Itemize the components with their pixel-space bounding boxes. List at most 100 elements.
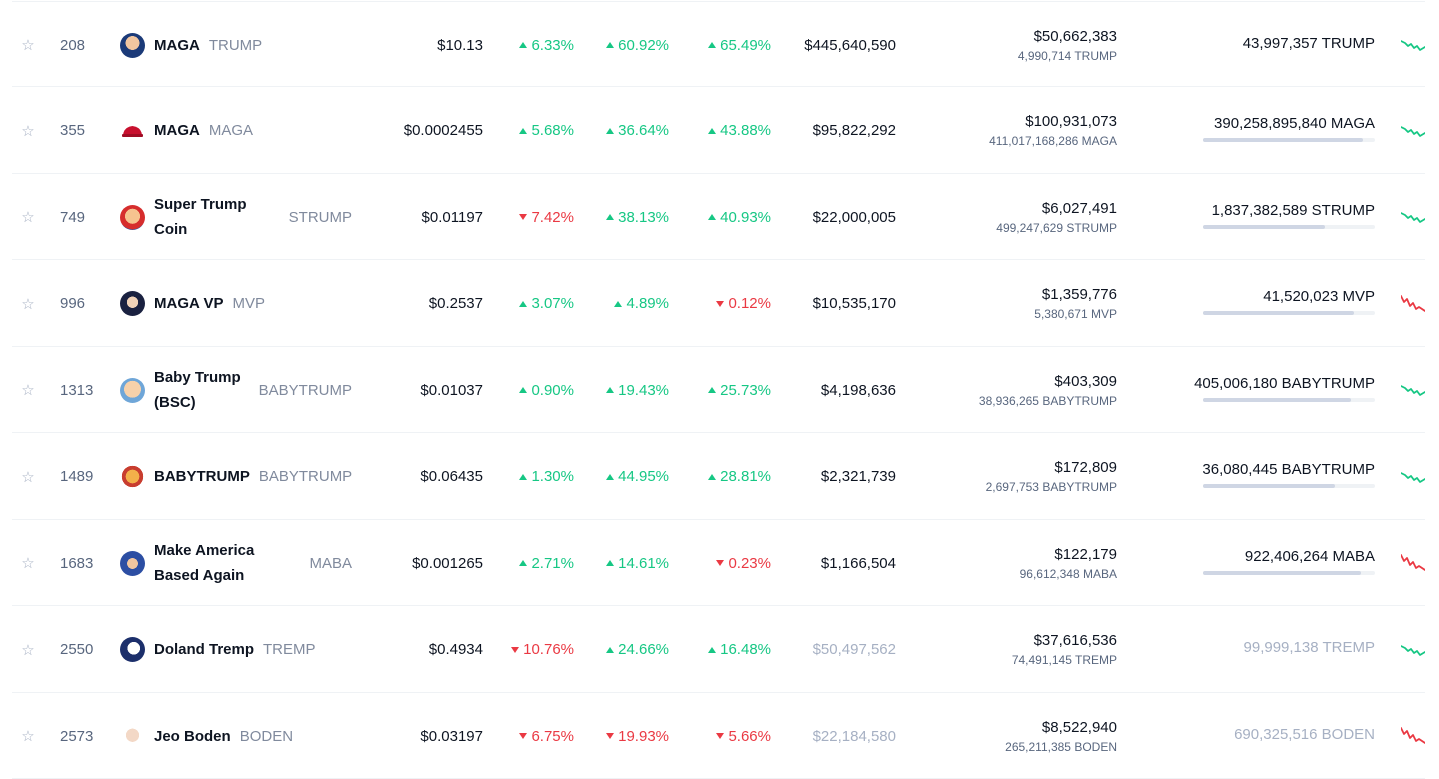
coin-name[interactable]: Jeo Boden — [154, 727, 231, 745]
volume-coin: 96,612,348 MABA — [1019, 566, 1117, 581]
change-7d: 25.73% — [708, 347, 771, 433]
volume-24h: $122,179 96,612,348 MABA — [1020, 520, 1117, 606]
caret-up-icon — [606, 646, 615, 653]
supply-value: 690,325,516 BODEN — [1234, 725, 1375, 743]
caret-up-icon — [519, 387, 528, 393]
sparkline-7d — [1401, 212, 1425, 223]
volume-coin: 2,697,753 BABYTRUMP — [985, 480, 1117, 494]
price: $0.4934 — [428, 641, 483, 658]
coin-name[interactable]: MAGA VP — [154, 295, 224, 312]
change-24h: 14.61% — [606, 520, 669, 606]
star-icon[interactable]: ☆ — [21, 641, 35, 659]
sparkline-cell[interactable] — [1401, 434, 1425, 520]
table-row[interactable]: ☆ 2550 Doland Tremp TREMP $0.4934 10.76%… — [12, 607, 1425, 693]
coin-symbol: MAGA — [208, 122, 254, 139]
coin-name-cell[interactable]: MAGA TRUMP — [120, 2, 352, 88]
caret-up-icon — [606, 42, 615, 48]
table-row[interactable]: ☆ 2573 Jeo Boden BODEN $0.03197 6.75% 19… — [12, 693, 1425, 779]
change-7d: 5.66% — [716, 693, 771, 779]
table-row[interactable]: ☆ 355 MAGA MAGA $0.0002455 5.68% 36.64% … — [12, 88, 1425, 174]
volume-24h: $172,809 2,697,753 BABYTRUMP — [986, 434, 1117, 520]
caret-up-icon — [614, 300, 623, 307]
caret-up-icon — [519, 473, 528, 480]
coin-name[interactable]: Make America Based Again — [154, 542, 255, 584]
volume-24h: $8,522,940 265,211,385 BODEN — [1005, 693, 1117, 779]
volume-24h: $6,027,491 499,247,629 STRUMP — [996, 174, 1117, 260]
star-icon[interactable]: ☆ — [21, 37, 35, 54]
change-value: 0.90% — [531, 381, 574, 399]
circulating-supply: 1,837,382,589 STRUMP — [1135, 174, 1375, 260]
coin-name[interactable]: Doland Tremp — [154, 641, 255, 658]
sparkline-cell[interactable] — [1401, 174, 1425, 260]
change-value: 24.66% — [618, 641, 669, 658]
change-7d: 0.12% — [716, 261, 771, 347]
caret-up-icon — [708, 127, 717, 134]
star-icon[interactable]: ☆ — [21, 382, 35, 399]
trump-portrait-icon — [120, 32, 145, 58]
change-value: 6.75% — [531, 727, 574, 745]
change-value: 0.23% — [728, 554, 771, 572]
coin-name[interactable]: BABYTRUMP — [154, 468, 250, 485]
volume-usd: $403,309 — [1054, 372, 1117, 390]
supply-value: 390,258,895,840 MAGA — [1214, 115, 1375, 132]
table-row[interactable]: ☆ 1683 Make America Based Again MABA $0.… — [12, 520, 1425, 606]
change-1h: 1.30% — [519, 434, 574, 520]
change-24h: 19.93% — [606, 693, 669, 779]
sparkline-7d — [1401, 385, 1425, 396]
sparkline-cell[interactable] — [1401, 607, 1425, 693]
coin-name-cell[interactable]: Baby Trump (BSC) BABYTRUMP — [120, 347, 352, 433]
coin-name[interactable]: Baby Trump (BSC) — [154, 369, 241, 411]
supply-progress-bar — [1203, 397, 1375, 402]
circulating-supply: 390,258,895,840 MAGA — [1135, 88, 1375, 174]
coin-name-cell[interactable]: Doland Tremp TREMP — [120, 607, 352, 693]
coin-name[interactable]: Super Trump Coin — [154, 196, 247, 238]
sparkline-cell[interactable] — [1401, 2, 1425, 88]
caret-down-icon — [716, 560, 725, 566]
caret-up-icon — [708, 646, 717, 653]
caret-up-icon — [708, 473, 717, 480]
table-row[interactable]: ☆ 996 MAGA VP MVP $0.2537 3.07% 4.89% 0.… — [12, 261, 1425, 347]
change-1h: 10.76% — [511, 607, 574, 693]
caret-up-icon — [519, 560, 528, 566]
price: $0.01197 — [421, 208, 483, 226]
table-row[interactable]: ☆ 1489 BABYTRUMP BABYTRUMP $0.06435 1.30… — [12, 434, 1425, 520]
coin-name-cell[interactable]: Super Trump Coin STRUMP — [120, 174, 352, 260]
change-1h: 6.75% — [519, 693, 574, 779]
star-icon[interactable]: ☆ — [21, 555, 35, 572]
supply-value: 405,006,180 BABYTRUMP — [1194, 374, 1375, 392]
supply-progress-bar — [1203, 224, 1375, 229]
caret-down-icon — [519, 733, 528, 739]
caret-down-icon — [519, 214, 528, 220]
coin-symbol: TREMP — [263, 641, 316, 658]
coin-symbol: BABYTRUMP — [258, 381, 352, 399]
star-icon[interactable]: ☆ — [21, 209, 35, 226]
sparkline-cell[interactable] — [1401, 347, 1425, 433]
sparkline-cell[interactable] — [1401, 261, 1425, 347]
sparkline-cell[interactable] — [1401, 693, 1425, 779]
coin-symbol: BODEN — [239, 727, 294, 745]
coin-name-cell[interactable]: Jeo Boden BODEN — [120, 693, 352, 779]
coin-name[interactable]: MAGA — [154, 122, 200, 139]
coin-name-cell[interactable]: MAGA VP MVP — [120, 261, 352, 347]
coin-name-cell[interactable]: Make America Based Again MABA — [120, 520, 352, 606]
volume-usd: $50,662,383 — [1033, 27, 1117, 45]
doland-tremp-icon — [120, 637, 145, 662]
table-row[interactable]: ☆ 1313 Baby Trump (BSC) BABYTRUMP $0.010… — [12, 347, 1425, 433]
volume-coin: 499,247,629 STRUMP — [996, 220, 1117, 235]
coin-name-cell[interactable]: BABYTRUMP BABYTRUMP — [120, 434, 352, 520]
sparkline-cell[interactable] — [1401, 520, 1425, 606]
star-icon[interactable]: ☆ — [21, 728, 35, 745]
sparkline-cell[interactable] — [1401, 88, 1425, 174]
coin-name[interactable]: MAGA — [154, 36, 200, 54]
circulating-supply: 43,997,357 TRUMP — [1135, 2, 1375, 88]
table-row[interactable]: ☆ 749 Super Trump Coin STRUMP $0.01197 7… — [12, 174, 1425, 260]
star-icon[interactable]: ☆ — [21, 468, 35, 486]
rank: 1489 — [60, 468, 94, 485]
star-icon[interactable]: ☆ — [21, 122, 35, 140]
table-row[interactable]: ☆ 208 MAGA TRUMP $10.13 6.33% 60.92% 65.… — [12, 1, 1425, 87]
caret-up-icon — [708, 42, 717, 48]
coin-name-cell[interactable]: MAGA MAGA — [120, 88, 352, 174]
change-value: 25.73% — [720, 381, 771, 399]
star-icon[interactable]: ☆ — [21, 295, 35, 313]
change-24h: 24.66% — [606, 607, 669, 693]
